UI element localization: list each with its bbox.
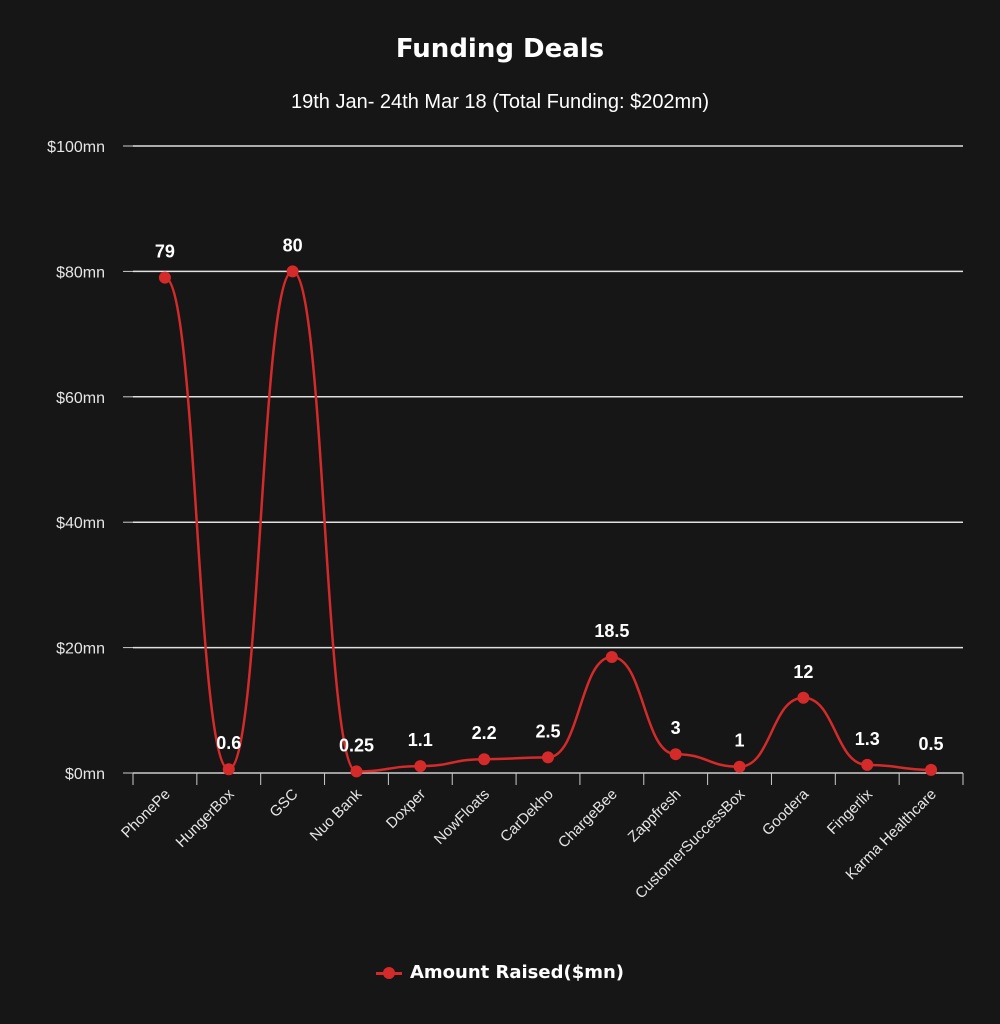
data-label: 18.5 [594,621,629,641]
x-tick-label: NowFloats [431,786,493,848]
data-point[interactable] [605,651,618,664]
data-point[interactable] [861,758,874,771]
data-point[interactable] [414,760,427,773]
data-label: 1.1 [408,730,433,750]
y-tick-label: $20mn [56,641,105,658]
x-tick-label: HungerBox [173,785,238,850]
y-tick-label: $80mn [56,264,105,281]
data-label: 12 [793,662,813,682]
x-tick-label: CustomerSuccessBox [632,785,749,902]
x-tick-label: PhonePe [118,786,174,842]
chart-subtitle: 19th Jan- 24th Mar 18 (Total Funding: $2… [290,91,710,113]
y-tick-label: $0mn [65,766,105,783]
data-label: 2.2 [472,723,497,743]
x-tick-label: Nuo Bank [307,785,366,844]
data-label: 3 [671,718,681,738]
data-label: 0.25 [339,735,374,755]
data-point[interactable] [925,763,938,776]
data-label: 1.3 [855,729,880,749]
data-point[interactable] [286,265,299,278]
gridlines [133,145,963,649]
data-point[interactable] [158,271,171,284]
x-tick-label: CarDekho [497,786,557,846]
legend-swatch-icon [375,967,402,979]
data-label: 0.5 [919,734,944,754]
x-tick-label: Fingerlix [824,785,876,837]
y-tick-label: $60mn [56,390,105,407]
legend[interactable]: Amount Raised($mn) [0,962,1000,983]
data-point[interactable] [478,753,491,766]
x-tick-label: GSC [266,786,301,821]
data-labels: 79 0.6 80 0.25 1.1 2.2 2.5 18.5 3 1 12 1.3 0.5 [155,235,944,755]
y-tick-label: $40mn [56,515,105,532]
data-point[interactable] [222,763,235,776]
data-label: 79 [155,242,175,262]
series-amount-raised [158,265,938,778]
y-axis: $0mn $20mn $40mn $60mn $80mn $100mn [47,139,133,783]
x-tick-label: Doxper [383,786,429,832]
data-point[interactable] [797,691,810,704]
x-tick-label: Goodera [759,785,813,839]
data-point[interactable] [350,765,363,778]
chart-title: Funding Deals [395,34,605,64]
x-tick-label: Zappfresh [625,786,685,846]
data-label: 0.6 [216,733,241,753]
data-point[interactable] [669,748,682,761]
legend-label: Amount Raised($mn) [409,962,625,983]
data-point[interactable] [733,760,746,773]
data-label: 80 [283,235,303,255]
data-label: 2.5 [535,721,560,741]
x-tick-label: ChargeBee [555,786,621,852]
data-label: 1 [735,731,745,751]
series-line [164,270,932,773]
y-tick-label: $100mn [47,139,105,156]
data-point[interactable] [542,751,554,764]
